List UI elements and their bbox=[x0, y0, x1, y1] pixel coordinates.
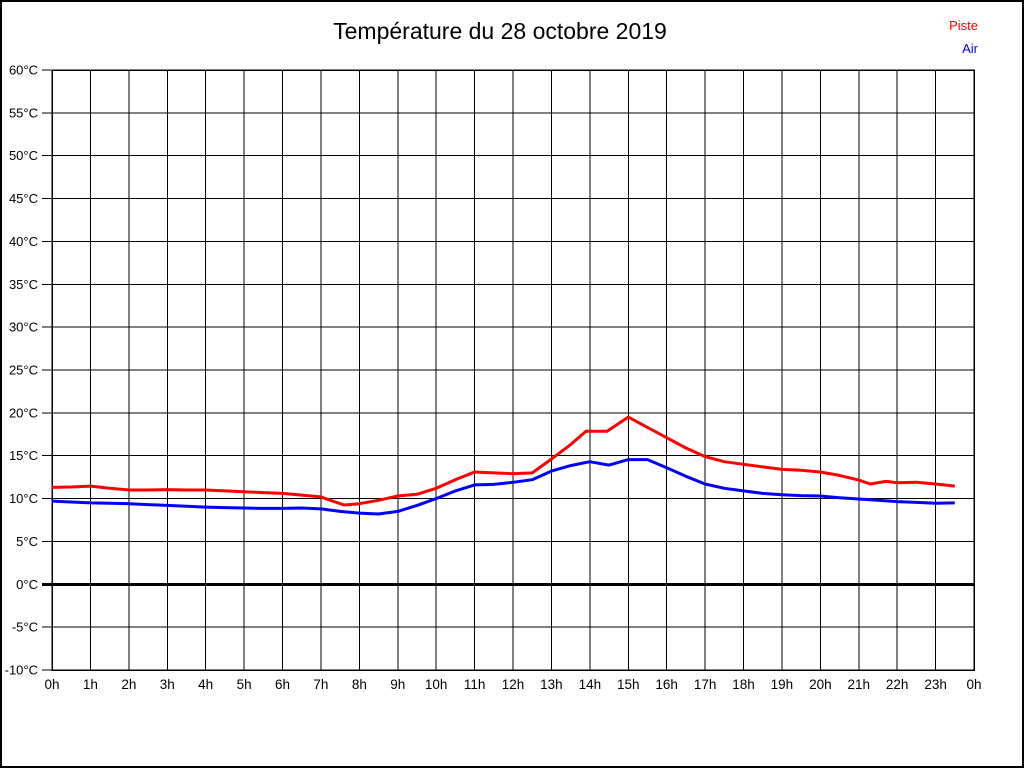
svg-text:16h: 16h bbox=[655, 677, 678, 692]
svg-text:7h: 7h bbox=[313, 677, 328, 692]
svg-text:3h: 3h bbox=[160, 677, 175, 692]
svg-text:18h: 18h bbox=[732, 677, 755, 692]
svg-text:60°C: 60°C bbox=[9, 63, 38, 78]
legend-item-piste: Piste bbox=[949, 18, 978, 33]
svg-text:40°C: 40°C bbox=[9, 234, 38, 249]
svg-text:5h: 5h bbox=[237, 677, 252, 692]
svg-text:8h: 8h bbox=[352, 677, 367, 692]
svg-text:22h: 22h bbox=[886, 677, 909, 692]
svg-text:2h: 2h bbox=[121, 677, 136, 692]
svg-text:10h: 10h bbox=[425, 677, 448, 692]
svg-text:-10°C: -10°C bbox=[5, 663, 38, 678]
svg-text:0h: 0h bbox=[966, 677, 981, 692]
svg-text:4h: 4h bbox=[198, 677, 213, 692]
chart-title: Température du 28 octobre 2019 bbox=[333, 18, 667, 44]
svg-text:30°C: 30°C bbox=[9, 320, 38, 335]
svg-text:23h: 23h bbox=[924, 677, 947, 692]
svg-text:14h: 14h bbox=[579, 677, 602, 692]
svg-text:20°C: 20°C bbox=[9, 405, 38, 420]
svg-text:0h: 0h bbox=[44, 677, 59, 692]
svg-text:50°C: 50°C bbox=[9, 148, 38, 163]
svg-text:15h: 15h bbox=[617, 677, 640, 692]
svg-text:11h: 11h bbox=[464, 677, 486, 692]
svg-text:20h: 20h bbox=[809, 677, 832, 692]
svg-text:5°C: 5°C bbox=[16, 534, 38, 549]
svg-text:12h: 12h bbox=[502, 677, 525, 692]
svg-text:25°C: 25°C bbox=[9, 363, 38, 378]
legend-item-air: Air bbox=[962, 41, 978, 56]
chart-legend: Piste Air bbox=[949, 14, 978, 60]
svg-text:-5°C: -5°C bbox=[12, 620, 38, 635]
svg-text:19h: 19h bbox=[771, 677, 794, 692]
svg-text:21h: 21h bbox=[847, 677, 870, 692]
svg-text:0°C: 0°C bbox=[16, 577, 38, 592]
svg-text:1h: 1h bbox=[83, 677, 98, 692]
svg-text:10°C: 10°C bbox=[9, 491, 38, 506]
svg-text:55°C: 55°C bbox=[9, 105, 38, 120]
svg-text:9h: 9h bbox=[390, 677, 405, 692]
svg-text:15°C: 15°C bbox=[9, 448, 38, 463]
svg-text:6h: 6h bbox=[275, 677, 290, 692]
svg-text:45°C: 45°C bbox=[9, 191, 38, 206]
svg-text:13h: 13h bbox=[540, 677, 563, 692]
svg-text:35°C: 35°C bbox=[9, 277, 38, 292]
svg-text:17h: 17h bbox=[694, 677, 717, 692]
